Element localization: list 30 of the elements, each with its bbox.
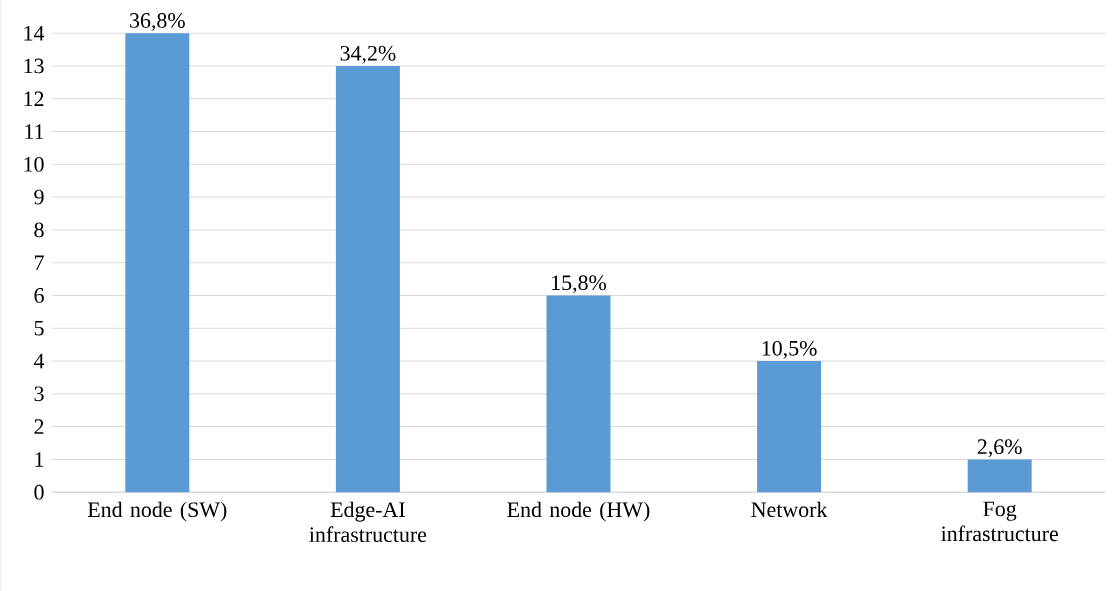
bar <box>335 65 400 492</box>
bar <box>757 360 822 492</box>
x-tick-label: Fog infrastructure <box>941 501 1058 541</box>
y-tick-label: 10 <box>24 156 44 172</box>
y-tick-label: 0 <box>34 484 44 500</box>
annotation: 36,8% <box>130 12 185 31</box>
annotation: 2,6% <box>977 439 1022 458</box>
y-tick-label: 8 <box>34 222 44 238</box>
x-tick-label: Network <box>751 501 828 517</box>
y-tick-label: 11 <box>25 124 44 139</box>
y-tick-label: 9 <box>34 189 44 205</box>
y-tick-label: 1 <box>35 451 44 467</box>
y-tick-label: 3 <box>34 386 44 402</box>
x-tick-label: End node (HW) <box>507 501 650 522</box>
y-tick-label: 13 <box>24 58 44 74</box>
y-tick-label: 14 <box>24 25 45 41</box>
bar <box>546 295 611 492</box>
y-tick-label: 7 <box>34 255 44 270</box>
y-tick-label: 2 <box>34 419 44 434</box>
y-tick-label: 12 <box>24 91 44 106</box>
bar <box>125 33 190 492</box>
y-tick-label: 5 <box>34 320 44 336</box>
annotation: 10,5% <box>762 340 817 359</box>
y-tick-label: 6 <box>34 287 44 303</box>
annotation: 34,2% <box>340 45 396 64</box>
x-tick-label: End node (SW) <box>87 501 227 522</box>
y-tick-label: 4 <box>33 353 45 369</box>
annotation: 15,8% <box>552 275 607 294</box>
x-tick-label: Edge-AI infrastructure <box>309 501 427 542</box>
bar <box>967 459 1032 492</box>
